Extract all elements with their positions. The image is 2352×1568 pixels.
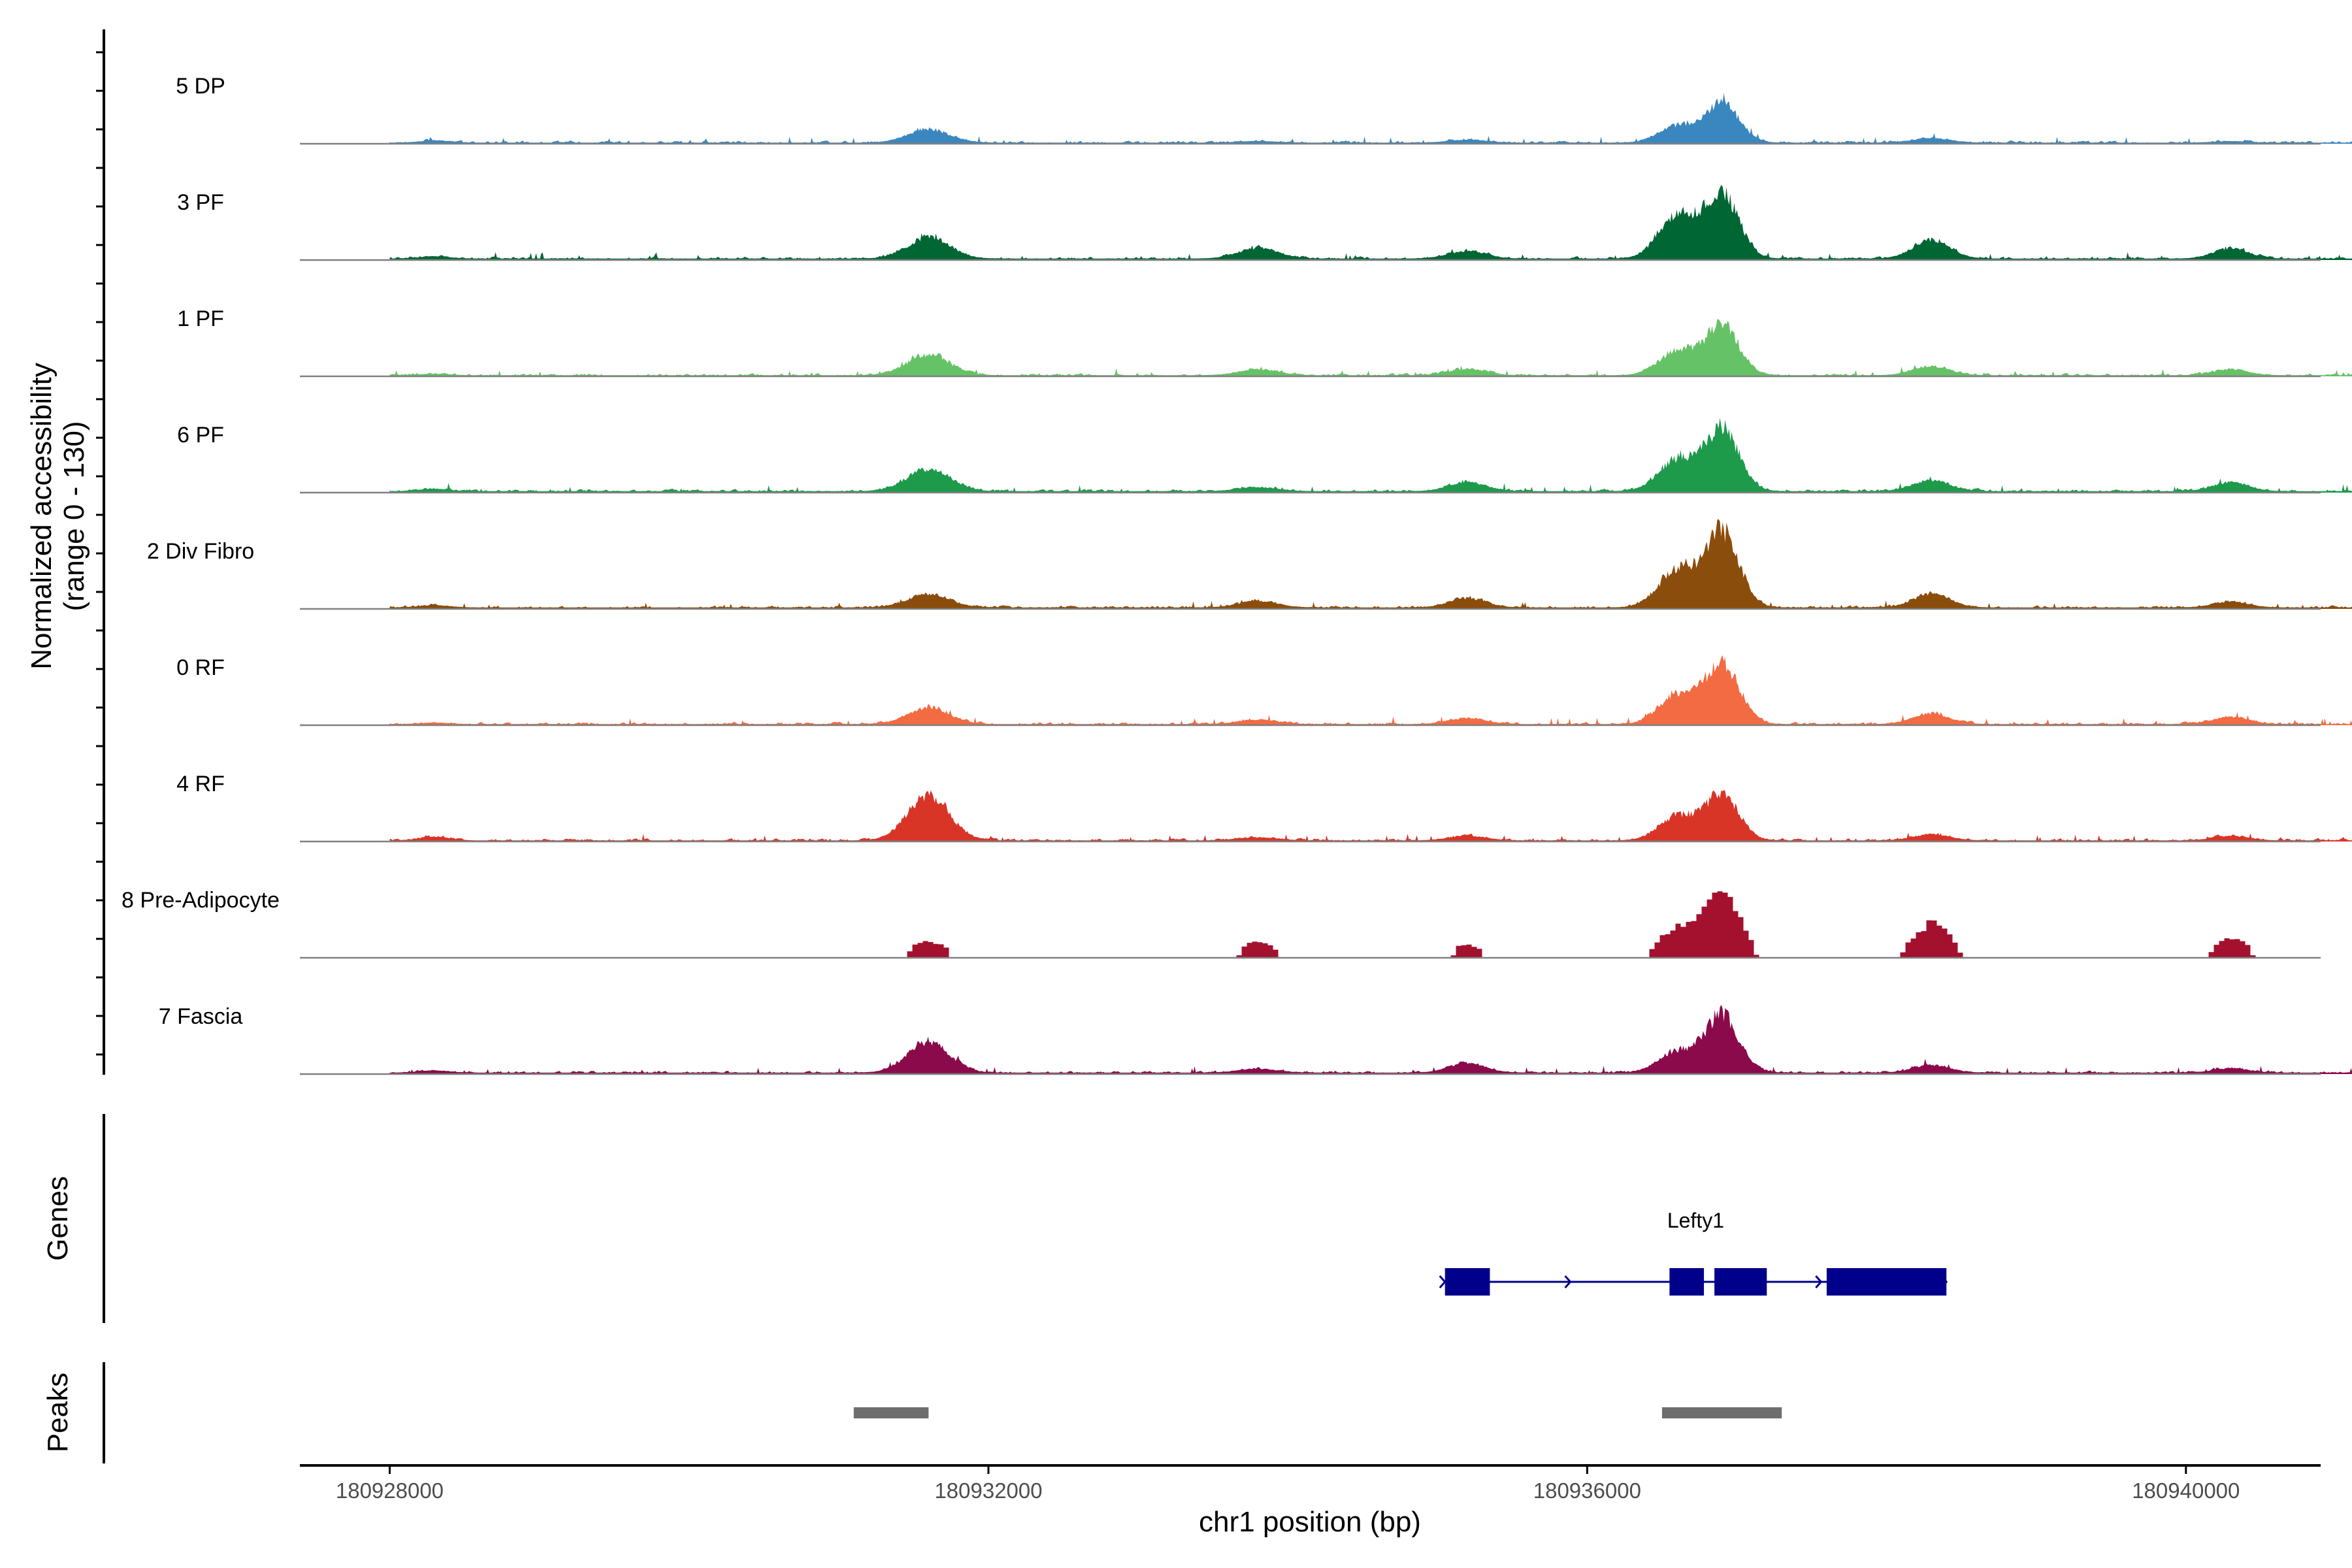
peaks-track-title: Peaks [42,1373,74,1452]
coverage-area [389,185,2352,260]
x-tick-label: 180928000 [336,1478,444,1503]
x-tick-label: 180940000 [2132,1478,2240,1503]
genes-track: Lefty1Tmem63a [1439,1209,1948,1296]
peak-region [1661,1407,1782,1418]
track-label: 8 Pre-Adipocyte [122,888,280,913]
track-label: 0 RF [176,655,225,680]
y-axis-title-line2: (range 0 - 130) [58,421,90,611]
coverage-area [389,790,2352,841]
strand-arrow [1564,1275,1572,1288]
x-tick-label: 180936000 [1533,1478,1641,1503]
coverage-area [389,1005,2352,1074]
track-label: 2 Div Fibro [147,539,254,564]
coverage-area [389,417,2352,493]
track-label: 6 PF [177,423,224,448]
coverage-y-axis-ticks [96,51,104,1056]
track-8-pre-adipocyte: 8 Pre-Adipocyte [122,888,2352,959]
track-6-pf: 6 PF [177,417,2352,494]
track-2-div-fibro: 2 Div Fibro [147,519,2352,610]
gene-exon [1669,1268,1705,1296]
coverage-area [389,319,2352,376]
y-axis-title-line1: Normalized accessibility [25,363,57,669]
track-label: 7 Fascia [159,1004,243,1029]
x-axis-ticks: 1809280001809320001809360001809400001809… [336,1465,2240,1503]
x-axis-title: chr1 position (bp) [1199,1506,1421,1538]
gene-lefty1: Lefty1 [1439,1209,1948,1296]
coverage-area [389,655,2352,725]
peak-region [853,1407,929,1418]
track-label: 4 RF [176,772,225,796]
coverage-tracks: 5 DP 3 PF 1 PF 6 PF 2 Div Fibro 0 RF 4 RF 8 Pre… [122,74,2352,1075]
x-tick-label: 180932000 [934,1478,1042,1503]
track-3-pf: 3 PF [177,185,2352,261]
coverage-area [389,519,2352,609]
peaks-track [853,1407,1782,1418]
gene-exon [1445,1268,1490,1296]
coverage-area [389,93,2352,144]
track-4-rf: 4 RF [176,772,2352,843]
track-label: 3 PF [177,190,224,215]
strand-arrow [1439,1275,1446,1288]
gene-exon [1826,1268,1947,1296]
gene-label: Lefty1 [1667,1209,1724,1232]
track-5-dp: 5 DP [176,74,2352,145]
track-0-rf: 0 RF [176,655,2352,727]
track-label: 5 DP [176,74,225,99]
genes-track-title: Genes [42,1176,74,1261]
track-label: 1 PF [177,306,224,331]
gene-exon [1714,1268,1767,1296]
track-1-pf: 1 PF [177,306,2352,378]
track-7-fascia: 7 Fascia [159,1004,2352,1075]
strand-arrow [1815,1275,1823,1288]
coverage-area [389,891,2352,958]
